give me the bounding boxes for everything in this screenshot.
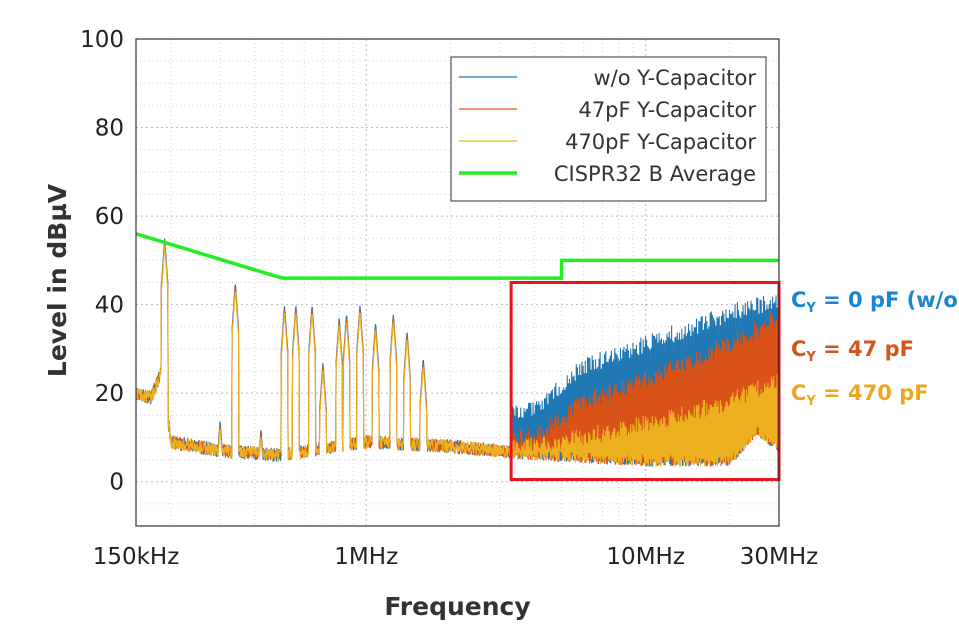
series-line-470pf-y-capacitor: [135, 245, 780, 467]
capacitor-annotation: CY = 47 pF: [791, 337, 914, 365]
capacitor-annotation: CY = 470 pF: [791, 381, 929, 409]
y-tick-label: 40: [95, 293, 124, 319]
y-tick-label: 20: [95, 381, 124, 407]
series-layer: [135, 232, 780, 467]
legend-label: 470pF Y-Capacitor: [565, 130, 756, 154]
y-tick-label: 60: [95, 204, 124, 230]
x-tick-label: 150kHz: [93, 544, 180, 570]
legend-label: CISPR32 B Average: [554, 162, 756, 186]
y-axis-title: Level in dBµV: [43, 183, 72, 377]
x-tick-label: 10MHz: [606, 544, 684, 570]
x-tick-label: 30MHz: [740, 544, 818, 570]
y-tick-label: 0: [109, 470, 124, 496]
y-tick-label: 80: [95, 116, 124, 142]
cispr32-limit-line: [135, 232, 779, 280]
x-tick-label: 1MHz: [334, 544, 398, 570]
legend-box: [450, 56, 767, 202]
y-tick-label: 100: [80, 27, 124, 53]
annotations: CY = 0 pF (w/o) CY = 47 pF CY = 470 pF: [791, 288, 959, 409]
x-axis-title: Frequency: [384, 592, 530, 621]
legend-label: w/o Y-Capacitor: [593, 66, 756, 90]
legend-label: 47pF Y-Capacitor: [578, 98, 756, 122]
plot-frame: [135, 38, 780, 527]
legend: w/o Y-Capacitor 47pF Y-Capacitor 470pF Y-C…: [450, 56, 767, 202]
tick-labels: 0 20 40 60 80 100 150kHz 1MHz 10MHz 30MHz: [80, 27, 818, 570]
capacitor-annotation: CY = 0 pF (w/o): [791, 288, 959, 316]
